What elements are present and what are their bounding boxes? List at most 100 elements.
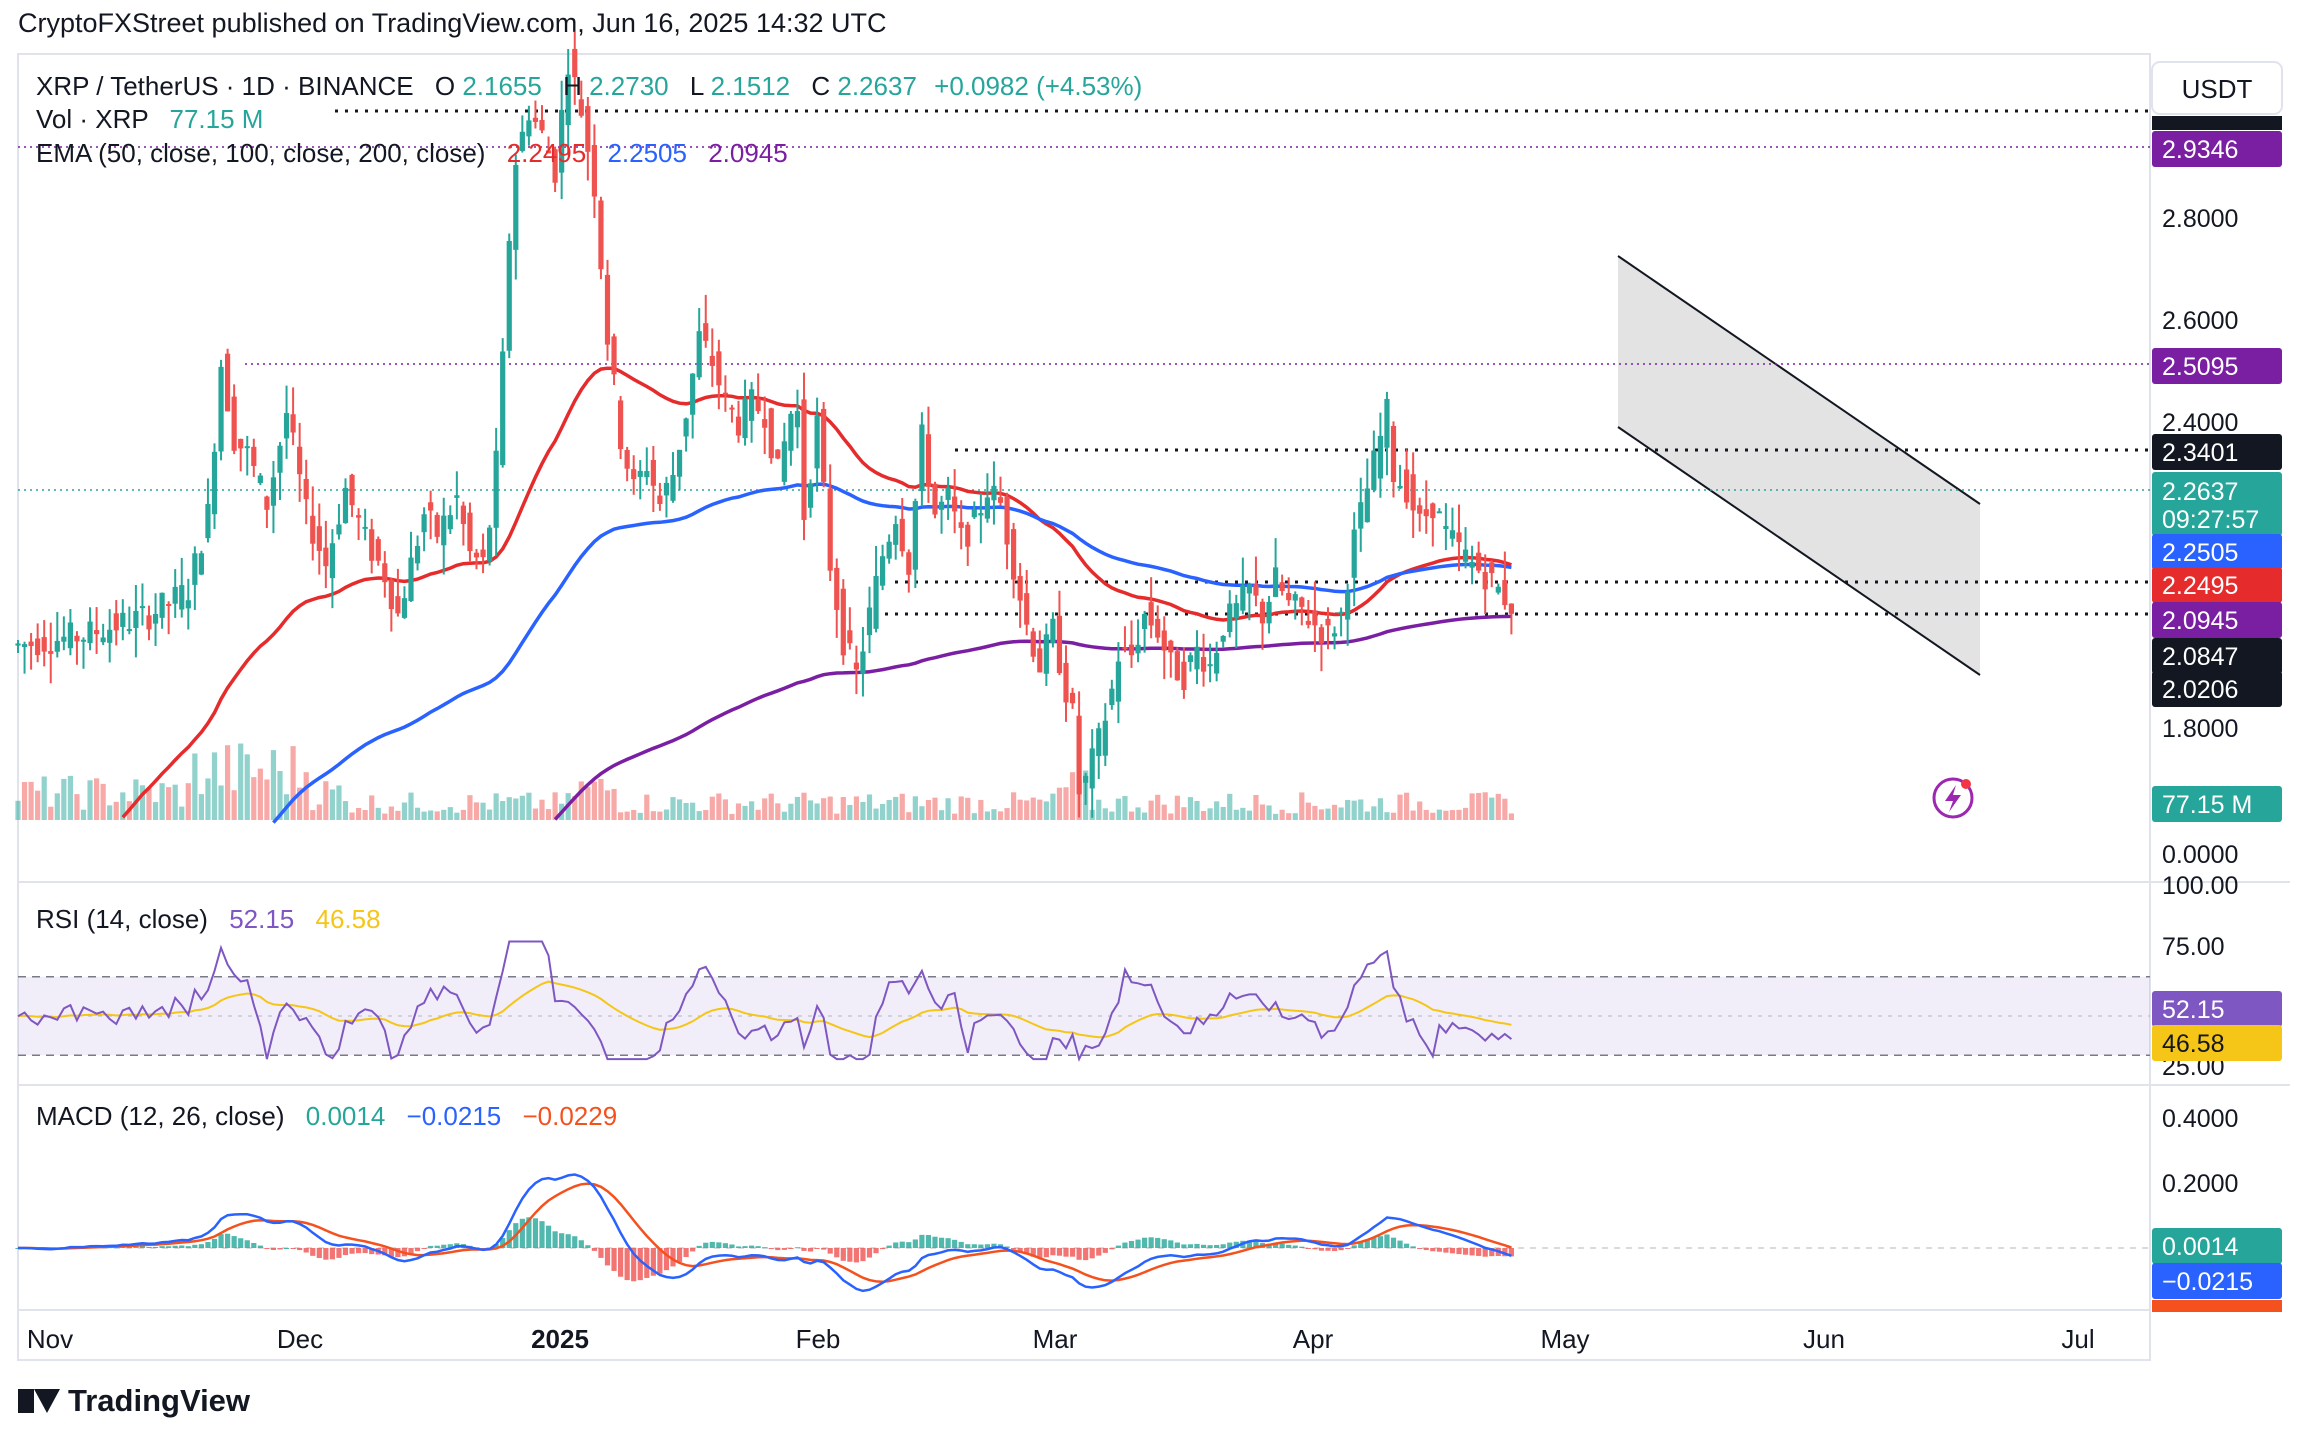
candle-body — [152, 614, 159, 624]
candle-body — [526, 120, 532, 137]
candle-body — [1083, 775, 1089, 783]
macd-hist-bar — [611, 1248, 617, 1271]
macd-hist-bar — [1122, 1242, 1128, 1248]
volume-bar — [231, 790, 237, 820]
macd-hist-bar — [1443, 1248, 1449, 1253]
volume-bar — [329, 789, 335, 820]
candle-body — [35, 638, 41, 656]
volume-bar — [1331, 804, 1338, 820]
candle-body — [1371, 450, 1377, 490]
candle-body — [873, 575, 879, 629]
candle-body — [762, 419, 768, 428]
candle-body — [251, 446, 257, 467]
rsi-ma-line — [17, 980, 1512, 1039]
volume-bar — [316, 804, 322, 820]
volume-bar — [1351, 800, 1357, 820]
volume-bar — [1207, 808, 1213, 820]
macd-hist-bar — [624, 1248, 630, 1281]
lightning-icon[interactable] — [1932, 777, 1974, 819]
macd-hist-bar — [297, 1248, 303, 1251]
volume-bar — [297, 787, 303, 820]
volume-bar — [100, 783, 106, 820]
macd-hist-bar — [388, 1248, 394, 1257]
macd-hist-bar — [880, 1248, 886, 1250]
candle-body — [21, 644, 28, 648]
candle-body — [1273, 567, 1279, 597]
candle-body — [814, 415, 820, 469]
volume-bar — [971, 813, 977, 820]
volume-bar — [919, 806, 925, 820]
volume-bar — [703, 810, 709, 820]
candle-body — [473, 552, 480, 558]
volume-bar — [1345, 799, 1351, 820]
macd-hist-bar — [762, 1247, 768, 1249]
currency-button[interactable]: USDT — [2182, 74, 2253, 104]
macd-hist-bar — [1273, 1242, 1279, 1248]
candle-body — [840, 588, 846, 656]
tv-logo-text: TradingView — [68, 1383, 251, 1418]
candle-body — [61, 636, 67, 642]
volume-bar — [113, 801, 119, 820]
macd-hist-bar — [807, 1248, 814, 1252]
volume-bar — [1358, 799, 1364, 820]
tag-ema100: 2.2505 — [2162, 539, 2238, 567]
tag-ema100-bg — [2152, 534, 2282, 570]
volume-bar — [1482, 792, 1488, 820]
macd-hist-bar — [421, 1248, 427, 1249]
candle-body — [1502, 580, 1508, 606]
candle-body — [205, 503, 211, 539]
macd-hist-bar — [179, 1245, 185, 1248]
candle-body — [290, 414, 296, 433]
volume-bar — [578, 781, 584, 820]
macd-hist-bar — [978, 1244, 984, 1248]
macd-hist-bar — [251, 1242, 257, 1248]
volume-bar — [1279, 809, 1285, 820]
candle-body — [342, 487, 349, 524]
candle-body — [1063, 662, 1069, 703]
macd-hist-bar — [742, 1246, 748, 1248]
candle-body — [408, 557, 414, 602]
macd-hist-bar — [1096, 1248, 1102, 1256]
candle-body — [755, 398, 761, 412]
macd-hist-bar — [211, 1238, 218, 1248]
volume-bar — [290, 746, 296, 820]
volume-bar — [1135, 807, 1141, 820]
macd-hist-bar — [683, 1248, 689, 1258]
macd-hist-bar — [1351, 1245, 1357, 1248]
macd-hist-bar — [225, 1233, 231, 1248]
volume-bar — [866, 794, 873, 820]
candle-body — [316, 526, 322, 551]
volume-bar — [1417, 801, 1423, 820]
candle-body — [1043, 634, 1049, 674]
rsi-band — [18, 976, 2150, 1056]
macd-hist-bar — [591, 1248, 597, 1251]
macd-hist-bar — [821, 1248, 827, 1250]
macd-hist-bar — [1345, 1248, 1351, 1249]
volume-bar — [794, 796, 801, 820]
candle-body — [1462, 549, 1469, 562]
candle-body — [1279, 582, 1285, 592]
legend-vol-label: Vol · XRP — [36, 104, 148, 134]
volume-bar — [735, 803, 742, 820]
candle-body — [225, 353, 231, 412]
price-tick: 2.6000 — [2162, 307, 2238, 335]
candle-body — [1004, 496, 1010, 545]
candle-body — [775, 449, 781, 459]
volume-bar — [1233, 809, 1239, 820]
candle-body — [1011, 529, 1017, 580]
macd-hist-bar — [539, 1221, 545, 1248]
volume-bar — [1004, 808, 1010, 820]
volume-bar — [211, 752, 218, 820]
candle-body — [644, 471, 650, 478]
candle-body — [670, 475, 676, 501]
volume-bar — [690, 802, 696, 820]
currency-button-box[interactable] — [2151, 61, 2283, 115]
macd-hist-bar — [1246, 1240, 1252, 1248]
candle-body — [1174, 651, 1180, 681]
volume-bar — [270, 750, 277, 820]
macd-hist-bar — [703, 1242, 709, 1248]
candle-body — [211, 451, 218, 515]
volume-bar — [650, 811, 656, 820]
macd-hist-bar — [369, 1248, 375, 1255]
